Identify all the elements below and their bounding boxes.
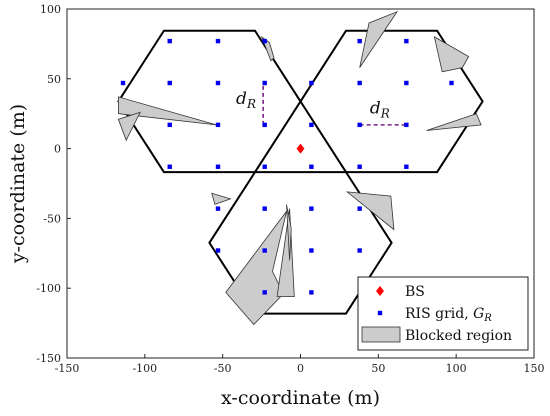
ris-point-28 — [309, 206, 314, 211]
ris-point-32 — [309, 248, 314, 253]
blocked-region-8 — [211, 192, 232, 205]
ris-grid-points — [120, 38, 454, 295]
x-tick-label: 150 — [524, 362, 545, 375]
ris-point-27 — [262, 206, 267, 211]
blocked-region-7 — [345, 191, 395, 231]
ris-point-1 — [167, 38, 172, 44]
blocked-region-5 — [433, 36, 470, 73]
ris-point-13 — [262, 164, 267, 169]
x-tick-label: -100 — [132, 362, 157, 375]
x-tick-label: 100 — [446, 362, 467, 375]
blocked-region-6 — [426, 113, 482, 131]
bs-marker — [296, 143, 305, 154]
ris-point-7 — [262, 80, 267, 86]
x-tick-label: 0 — [297, 362, 304, 375]
ris-point-20 — [309, 122, 314, 128]
ris-point-16 — [309, 80, 314, 86]
blocked-region-4 — [359, 10, 399, 68]
x-tick-label: 50 — [371, 362, 385, 375]
ris-point-5 — [167, 80, 172, 86]
hex-cell-2 — [299, 29, 484, 174]
ris-point-35 — [309, 290, 314, 295]
x-axis-label: x-coordinate (m) — [221, 387, 380, 409]
hexagon-cells — [117, 29, 484, 315]
annotation-label-1: dR — [236, 89, 256, 111]
hex-cell-1 — [117, 29, 302, 174]
x-tick-label: -150 — [55, 362, 80, 375]
ris-point-15 — [404, 38, 409, 44]
y-tick-label: 100 — [40, 3, 61, 16]
ris-point-34 — [262, 290, 267, 295]
legend-ris-label: RIS grid, GR — [405, 306, 492, 324]
legend-ris-marker — [377, 310, 383, 316]
ris-point-22 — [404, 122, 409, 128]
blocked-regions — [117, 10, 482, 326]
y-tick-labels: -150 -100 -50 0 50 100 — [36, 3, 71, 365]
ris-point-31 — [262, 248, 267, 253]
y-tick-label: 50 — [47, 73, 61, 86]
legend-blocked-marker — [361, 326, 401, 343]
y-tick-label: 0 — [54, 143, 61, 156]
x-tick-label: -50 — [214, 362, 232, 375]
blocked-region-2 — [117, 111, 141, 142]
ris-point-8 — [167, 122, 172, 128]
legend-bs-label: BS — [405, 284, 425, 300]
ris-point-30 — [215, 248, 221, 253]
ris-point-18 — [404, 80, 409, 86]
ris-point-6 — [215, 80, 221, 86]
ris-point-29 — [357, 206, 362, 211]
ris-point-3 — [262, 38, 267, 44]
ris-point-25 — [404, 164, 409, 169]
ris-point-17 — [357, 80, 362, 86]
ris-point-4 — [120, 80, 126, 86]
y-tick-label: -100 — [36, 282, 61, 295]
legend-blocked-label: Blocked region — [405, 328, 512, 344]
annotation-labels: dR dR — [236, 89, 390, 121]
x-tick-labels: -150 -100 -50 0 50 100 150 — [55, 354, 545, 375]
ris-point-2 — [215, 38, 221, 44]
y-tick-label: -50 — [43, 212, 61, 225]
y-tick-label: -150 — [36, 352, 61, 365]
blocked-region-1 — [118, 96, 217, 126]
ris-point-9 — [215, 122, 221, 128]
legend-bs-diamond — [376, 286, 384, 296]
annotation-label-2: dR — [370, 99, 390, 121]
ris-point-24 — [357, 164, 362, 169]
ris-point-23 — [309, 164, 314, 169]
ris-point-21 — [357, 122, 362, 128]
ris-point-10 — [262, 122, 267, 128]
ris-point-12 — [215, 164, 221, 169]
legend: BS RIS grid, GR Blocked region — [357, 276, 529, 351]
legend-bs-marker — [376, 286, 384, 296]
bs-marker-group — [296, 143, 305, 154]
annotation-lines — [262, 82, 405, 126]
ris-point-33 — [357, 248, 362, 253]
ris-point-11 — [167, 164, 172, 169]
ris-point-14 — [357, 38, 362, 44]
blocked-region-9 — [225, 211, 287, 326]
y-axis-label: y-coordinate (m) — [7, 104, 29, 264]
ris-point-19 — [449, 80, 454, 86]
blocked-region-11 — [286, 204, 292, 261]
ris-point-26 — [215, 206, 221, 211]
hex-cell-3 — [208, 171, 393, 315]
